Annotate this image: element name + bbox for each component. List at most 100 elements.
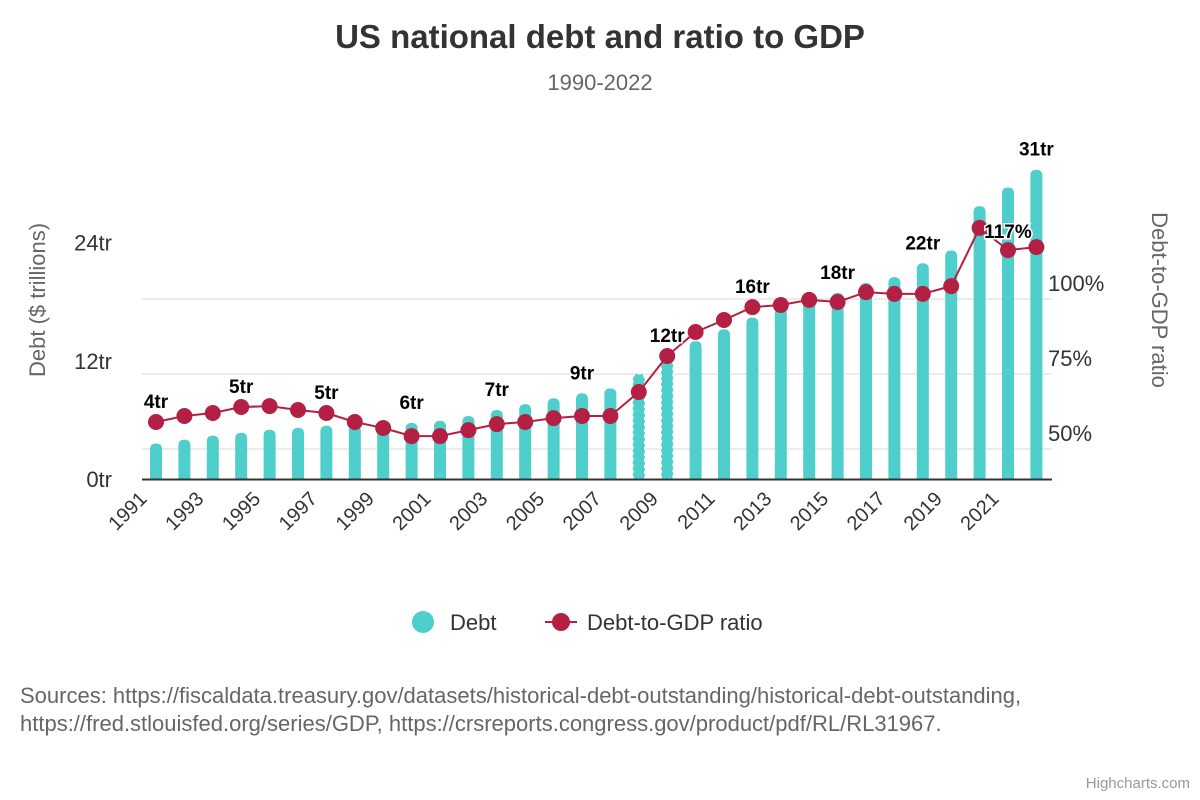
ratio-point-2012[interactable]	[744, 299, 761, 316]
right-axis-title: Debt-to-GDP ratio	[1147, 212, 1172, 388]
debt-bar-2012[interactable]	[746, 317, 759, 479]
ratio-point-2020[interactable]	[971, 219, 988, 236]
debt-bar-2008[interactable]	[632, 372, 646, 480]
ratio-point-1996[interactable]	[290, 402, 306, 418]
y-ticks: 50% 75% 100% 0tr 12tr 24tr	[74, 231, 1104, 492]
debt-bar-2007[interactable]	[604, 388, 617, 479]
ratio-point-2003[interactable]	[488, 416, 505, 433]
debt-bar-1996[interactable]	[292, 427, 304, 479]
x-tick-label: 2013	[729, 488, 776, 535]
ratio-point-2013[interactable]	[772, 297, 789, 313]
ratio-point-2004[interactable]	[517, 414, 534, 430]
data-label: 5tr	[229, 377, 254, 398]
ratio-point-2007[interactable]	[602, 408, 619, 424]
debt-bar-2017[interactable]	[888, 277, 901, 479]
debt-bar-1994[interactable]	[235, 432, 248, 479]
right-tick-label: 100%	[1048, 271, 1104, 296]
debt-bar-2020[interactable]	[973, 206, 986, 479]
ratio-point-2000[interactable]	[403, 428, 420, 445]
debt-bar-2010[interactable]	[689, 341, 702, 479]
x-tick-label: 2019	[900, 488, 947, 535]
ratio-point-2017[interactable]	[886, 285, 903, 302]
debt-bar-1997[interactable]	[320, 425, 333, 479]
ratio-point-2011[interactable]	[716, 312, 732, 328]
data-label: 31tr	[1019, 140, 1054, 161]
ratio-point-2006[interactable]	[574, 408, 590, 424]
data-label: 6tr	[399, 393, 424, 414]
debt-bar-2013[interactable]	[774, 307, 787, 479]
x-tick-label: 1993	[161, 488, 208, 535]
x-tick-label: 2005	[502, 488, 549, 535]
ratio-point-2009[interactable]	[659, 348, 676, 364]
data-label: 5tr	[314, 383, 339, 404]
ratio-point-2008[interactable]	[630, 384, 647, 400]
debt-bar-1992[interactable]	[178, 439, 191, 479]
ratio-point-1993[interactable]	[204, 405, 221, 421]
x-tick-label: 1997	[275, 488, 322, 535]
ratio-point-2014[interactable]	[801, 291, 818, 308]
chart-title: US national debt and ratio to GDP	[335, 18, 865, 55]
x-tick-label: 2015	[786, 488, 833, 535]
ratio-point-2005[interactable]	[545, 410, 562, 427]
x-tick-label: 1995	[218, 488, 265, 535]
data-label: 7tr	[485, 380, 510, 401]
data-label: 18tr	[820, 263, 855, 284]
legend-item-ratio[interactable]: Debt-to-GDP ratio	[545, 610, 763, 635]
debt-bar-1991[interactable]	[150, 443, 162, 479]
chart-subtitle: 1990-2022	[547, 70, 652, 95]
ratio-point-1999[interactable]	[375, 420, 392, 436]
ratio-point-1994[interactable]	[233, 399, 250, 415]
left-axis-title: Debt ($ trillions)	[25, 223, 50, 377]
data-label: 12tr	[650, 326, 685, 347]
debt-bar-1995[interactable]	[263, 429, 276, 479]
x-tick-label: 2003	[445, 488, 492, 535]
x-tick-label: 1991	[105, 488, 152, 535]
ratio-point-1992[interactable]	[176, 408, 193, 424]
left-tick-label: 0tr	[86, 467, 112, 492]
ratio-line-path	[155, 226, 1037, 438]
legend-ratio-label: Debt-to-GDP ratio	[587, 610, 763, 635]
debt-bar-1993[interactable]	[206, 435, 219, 479]
x-tick-label: 1999	[332, 488, 379, 535]
ratio-point-2001[interactable]	[432, 428, 448, 445]
ratio-point-2018[interactable]	[914, 285, 931, 302]
ratio-point-2010[interactable]	[687, 324, 704, 340]
debt-bar-2016[interactable]	[860, 282, 872, 479]
debt-bar-2022[interactable]	[1030, 169, 1043, 479]
debt-bar-2014[interactable]	[803, 300, 816, 479]
debt-bar-2018[interactable]	[916, 263, 929, 479]
data-label: 9tr	[570, 363, 595, 384]
ratio-point-2002[interactable]	[460, 422, 477, 439]
x-tick-label: 2021	[957, 488, 1004, 535]
debt-bar-2011[interactable]	[718, 329, 730, 479]
debt-bar-2006[interactable]	[576, 393, 588, 479]
ratio-point-2022[interactable]	[1028, 239, 1045, 256]
ratio-point-1998[interactable]	[346, 414, 363, 430]
x-tick-label: 2009	[616, 488, 663, 535]
right-tick-label: 50%	[1048, 421, 1092, 446]
x-tick-label: 2017	[843, 488, 890, 535]
debt-bar-1998[interactable]	[348, 424, 361, 479]
ratio-point-2019[interactable]	[943, 278, 960, 295]
data-label: 16tr	[735, 277, 770, 298]
ratio-point-1991[interactable]	[148, 414, 164, 430]
x-tick-label: 2001	[389, 488, 436, 535]
data-label: 22tr	[905, 233, 940, 254]
ratio-point-2015[interactable]	[829, 294, 846, 310]
ratio-point-1997[interactable]	[318, 405, 335, 421]
legend-item-debt[interactable]: Debt	[412, 610, 496, 635]
x-tick-label: 2007	[559, 488, 606, 535]
ratio-point-1995[interactable]	[261, 398, 278, 415]
credits-link[interactable]: Highcharts.com	[1085, 775, 1190, 792]
debt-bar-2019[interactable]	[945, 250, 958, 479]
debt-bar-2021[interactable]	[1002, 187, 1014, 479]
ratio-point-2021[interactable]	[1000, 242, 1016, 259]
x-tick-label: 2011	[674, 488, 720, 534]
debt-bar-2009[interactable]	[660, 357, 674, 480]
debt-bar-2015[interactable]	[831, 292, 844, 479]
debt-bar-1999[interactable]	[377, 422, 390, 479]
ratio-line	[148, 219, 1045, 445]
ratio-point-2016[interactable]	[858, 284, 874, 301]
legend-ratio-symbol	[552, 613, 570, 631]
